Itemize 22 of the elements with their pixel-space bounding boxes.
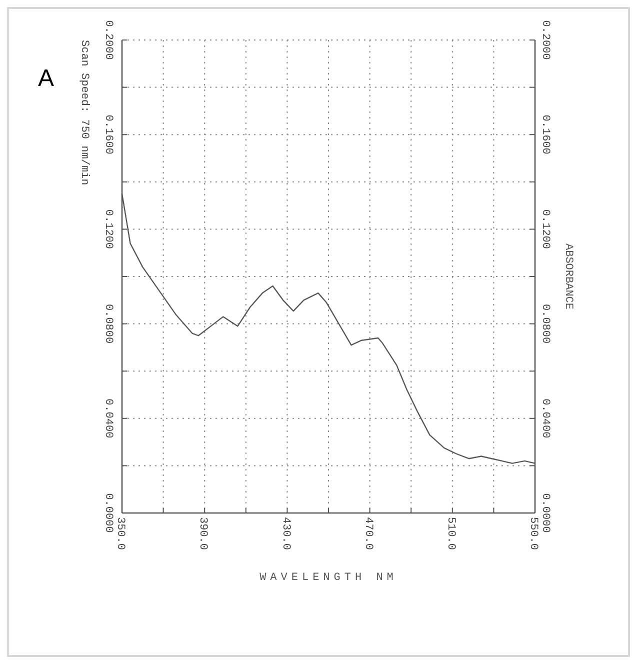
- y-tick-label: 0.0400: [102, 398, 114, 438]
- text: Scan Speed: 750 nm/min: [78, 40, 90, 186]
- x-tick-label: 470.0: [362, 517, 374, 550]
- y2-tick-label: 0.0000: [539, 493, 552, 533]
- y2-tick-label: 0.0400: [539, 398, 552, 438]
- x-tick-label: 550.0: [527, 517, 540, 550]
- y2-tick-label: 0.0800: [539, 304, 552, 344]
- y-tick-label: 0.0800: [102, 304, 114, 344]
- y2-tick-label: 0.1600: [539, 114, 552, 154]
- y-tick-label: 0.1600: [102, 114, 114, 154]
- y-tick-label: 0.1200: [102, 209, 114, 250]
- x-tick-label: 390.0: [196, 517, 209, 550]
- y-tick-label: 0.0000: [102, 493, 114, 533]
- x-tick-label: 430.0: [279, 517, 292, 550]
- y2-tick-label: 0.2000: [539, 20, 552, 60]
- x-tick-label: 510.0: [444, 517, 457, 550]
- x-tick-label: 350.0: [114, 517, 126, 550]
- y2-axis-title: ABSORBANCE: [562, 243, 574, 310]
- text: A: [38, 65, 54, 92]
- y2-tick-label: 0.1200: [539, 209, 552, 250]
- y-tick-label: 0.2000: [102, 20, 114, 60]
- x-axis-title: WAVELENGTH NM: [260, 572, 398, 584]
